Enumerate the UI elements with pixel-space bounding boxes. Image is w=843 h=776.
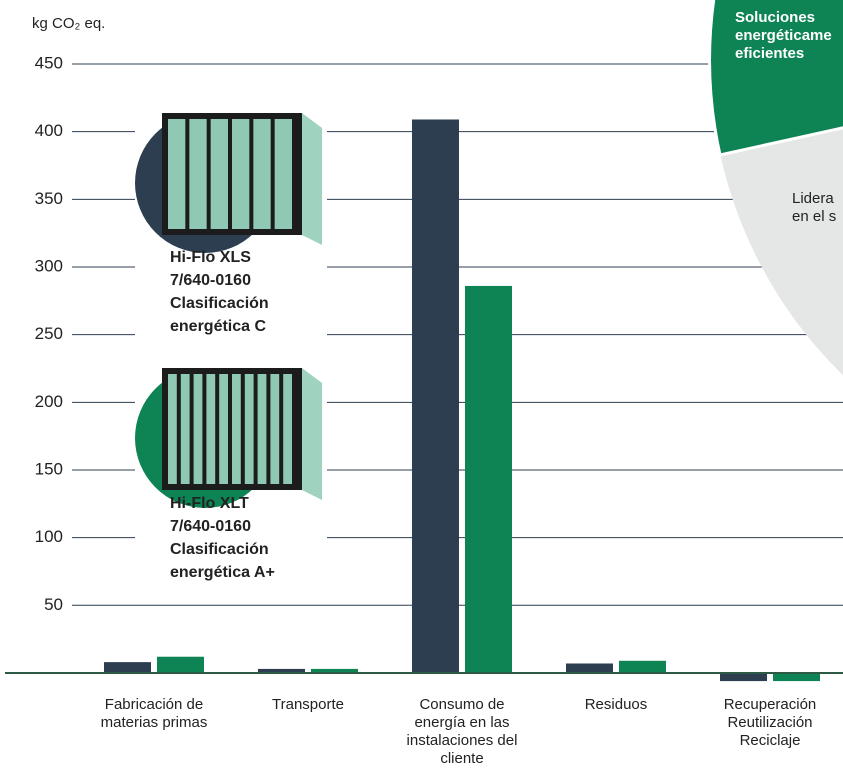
filter-pocket [270,374,280,484]
y-tick-label: 100 [35,527,63,546]
filter-pocket [244,374,254,484]
pie-label: en el s [792,208,837,225]
filter-pocket [193,374,203,484]
bar [104,662,151,673]
bar [412,119,459,673]
y-tick-label: 50 [44,595,63,614]
pie-label: eficientes [735,45,805,62]
bar [720,672,767,682]
x-tick-label: Fabricación de materias primas [100,696,208,731]
x-tick-label: Residuos [584,696,648,713]
filter-pocket [206,374,216,484]
filter-pocket [274,119,292,229]
filter-side [302,368,322,500]
filter-pocket [257,374,267,484]
x-tick-label: Transporte [272,696,344,713]
filter-pocket [232,119,250,229]
y-tick-label: 400 [35,121,63,140]
pie-label: energéticame [735,27,832,44]
pie-label: Soluciones [735,9,816,26]
bar [157,656,204,673]
y-tick-label: 350 [35,189,63,208]
bar [258,668,305,673]
filter-pocket [253,119,271,229]
y-tick-label: 150 [35,459,63,478]
filter-pocket [168,119,186,229]
pie-wedge [708,0,843,157]
bar [566,663,613,673]
y-tick-label: 250 [35,324,63,343]
y-tick-label: 200 [35,392,63,411]
pie-label: Lidera [792,190,834,207]
legend-label: Hi-Flo XLT 7/640-0160 Clasificación ener… [170,495,275,581]
bar [619,660,666,673]
filter-pocket [189,119,207,229]
y-tick-label: 450 [35,53,63,72]
filter-pocket [168,374,177,484]
filter-side [302,113,322,245]
x-tick-label: Recuperación Reutilización Reciclaje [723,696,817,749]
filter-pocket [283,374,292,484]
y-tick-label: 300 [35,256,63,275]
legend-label: Hi-Flo XLS 7/640-0160 Clasificación ener… [170,249,269,335]
bar [311,668,358,673]
filter-pocket [219,374,228,484]
bar [465,285,512,673]
x-tick-label: Consumo de energía en las instalaciones … [406,696,518,767]
filter-pocket [232,374,241,484]
filter-pocket [180,374,190,484]
filter-pocket [210,119,228,229]
y-axis-label: kg CO₂ eq. [32,15,105,32]
bar [773,672,820,682]
